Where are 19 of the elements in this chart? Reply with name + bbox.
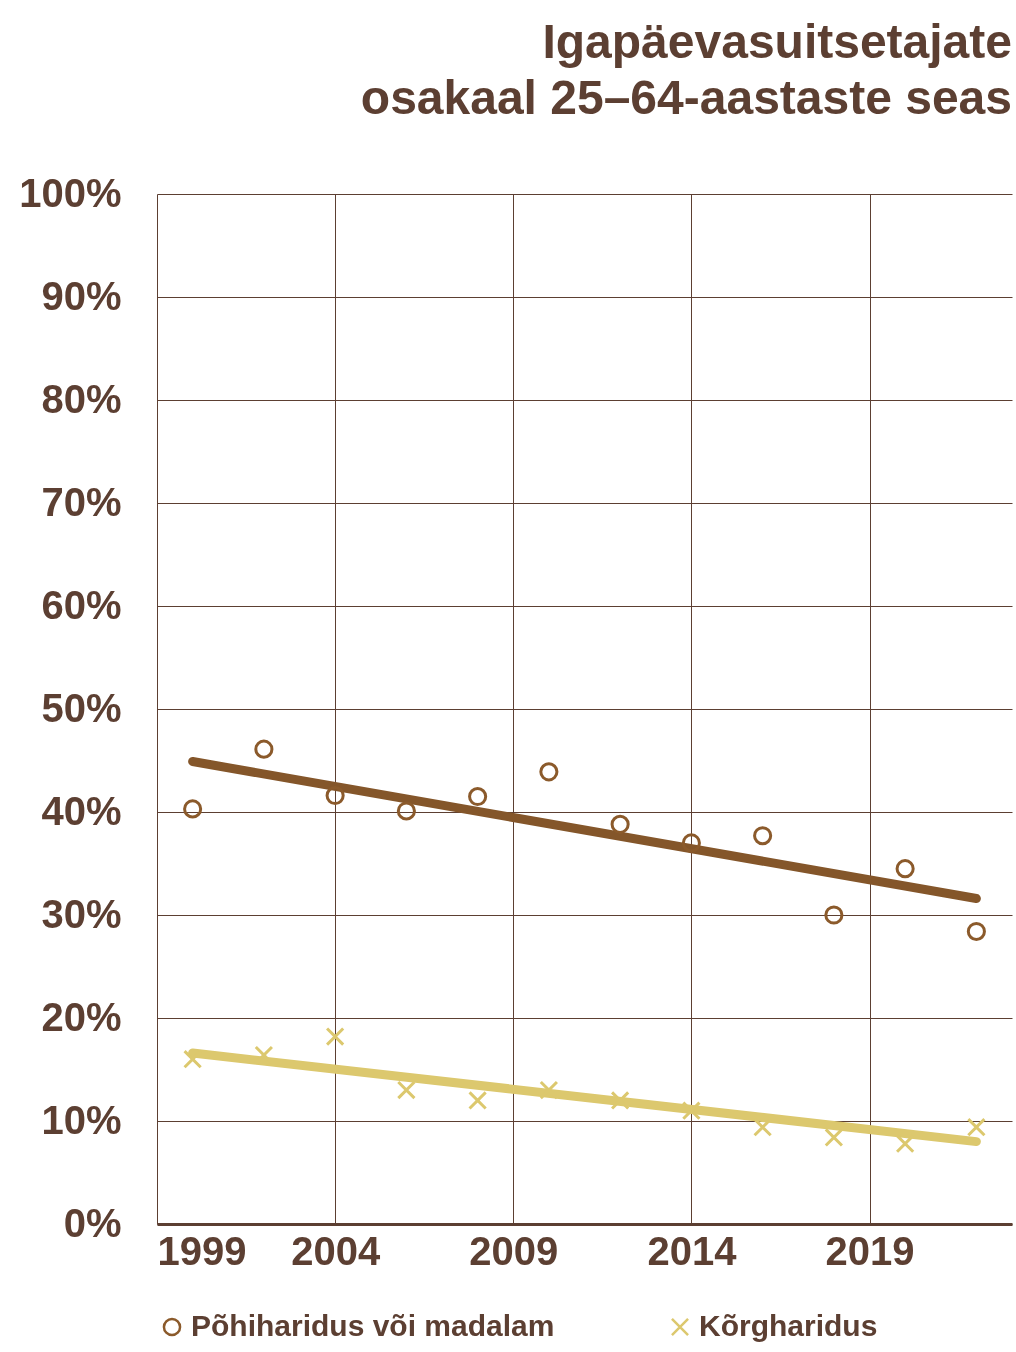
y-tick-label: 40% <box>41 788 122 833</box>
legend-label: Põhiharidus või madalam <box>191 1309 555 1342</box>
x-tick-label: 2014 <box>647 1228 738 1273</box>
y-tick-label: 30% <box>41 891 122 936</box>
chart-title: Igapäevasuitsetajate osakaal 25–64-aastaste seas <box>360 15 1012 124</box>
y-tick-label: 90% <box>41 273 122 318</box>
y-tick-label: 10% <box>41 1097 122 1142</box>
y-tick-label: 70% <box>41 479 122 524</box>
y-tick-label: 20% <box>41 994 122 1039</box>
x-tick-label: 2004 <box>291 1228 381 1273</box>
legend-label: Kõrgharidus <box>699 1309 878 1342</box>
x-tick-label: 2009 <box>469 1228 559 1273</box>
y-tick-label: 80% <box>41 376 122 421</box>
x-tick-label: 1999 <box>157 1228 247 1273</box>
x-tick-label: 2019 <box>825 1228 915 1273</box>
y-tick-label: 0% <box>63 1200 122 1245</box>
y-tick-label: 60% <box>41 582 122 627</box>
y-tick-label: 50% <box>41 685 122 730</box>
y-tick-label: 100% <box>19 170 122 215</box>
